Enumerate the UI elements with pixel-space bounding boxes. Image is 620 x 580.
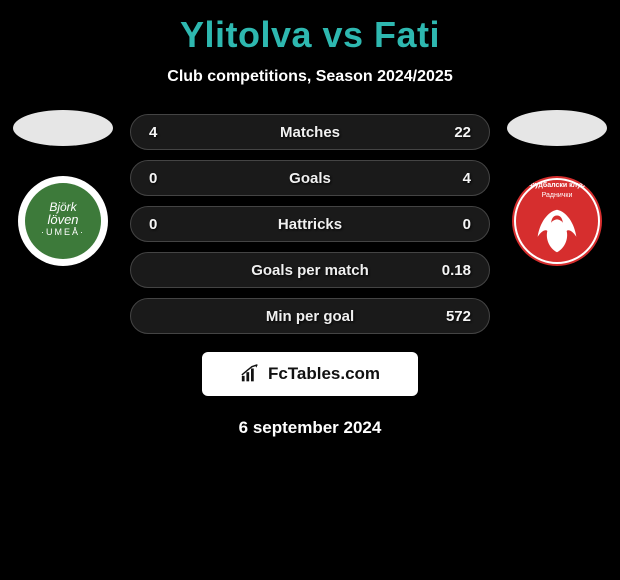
stat-right-value: 572: [431, 308, 471, 325]
right-club-top-text: Фудбалски клуб: [512, 182, 602, 189]
stat-label: Goals: [289, 170, 331, 187]
stat-label: Goals per match: [251, 262, 369, 279]
stat-label: Min per goal: [266, 308, 354, 325]
stat-right-value: 22: [431, 124, 471, 141]
stat-row-goals: 0 Goals 4: [130, 160, 490, 196]
stat-right-value: 4: [431, 170, 471, 187]
stat-row-matches: 4 Matches 22: [130, 114, 490, 150]
stat-left-value: 0: [149, 170, 189, 187]
stat-right-value: 0.18: [431, 262, 471, 279]
page-title: Ylitolva vs Fati: [0, 14, 620, 56]
subtitle: Club competitions, Season 2024/2025: [0, 68, 620, 86]
right-flag-icon: [507, 110, 607, 146]
date-text: 6 september 2024: [0, 418, 620, 438]
comparison-widget: Ylitolva vs Fati Club competitions, Seas…: [0, 0, 620, 448]
right-club-mid-text: Раднички: [512, 192, 602, 199]
stat-left-value: 4: [149, 124, 189, 141]
brand-text: FcTables.com: [268, 364, 380, 384]
left-club-inner: Björk löven ·UMEÅ·: [25, 183, 101, 259]
left-club-text3: ·UMEÅ·: [41, 228, 85, 237]
brand-box[interactable]: FcTables.com: [202, 352, 418, 396]
stat-label: Hattricks: [278, 216, 342, 233]
left-club-logo: Björk löven ·UMEÅ·: [18, 176, 108, 266]
left-club-text2: löven: [47, 213, 78, 226]
eagle-icon: [528, 202, 586, 260]
stat-row-min-per-goal: Min per goal 572: [130, 298, 490, 334]
left-flag-icon: [13, 110, 113, 146]
stats-column: 4 Matches 22 0 Goals 4 0 Hattricks 0 Goa…: [130, 114, 490, 334]
stat-left-value: 0: [149, 216, 189, 233]
stat-row-goals-per-match: Goals per match 0.18: [130, 252, 490, 288]
right-club-logo: Фудбалски клуб Раднички: [512, 176, 602, 266]
right-column: Фудбалски клуб Раднички: [502, 110, 612, 266]
stat-right-value: 0: [431, 216, 471, 233]
stat-label: Matches: [280, 124, 340, 141]
stat-row-hattricks: 0 Hattricks 0: [130, 206, 490, 242]
left-column: Björk löven ·UMEÅ·: [8, 110, 118, 266]
main-row: Björk löven ·UMEÅ· 4 Matches 22 0 Goals …: [0, 110, 620, 334]
brand-chart-icon: [240, 364, 262, 384]
